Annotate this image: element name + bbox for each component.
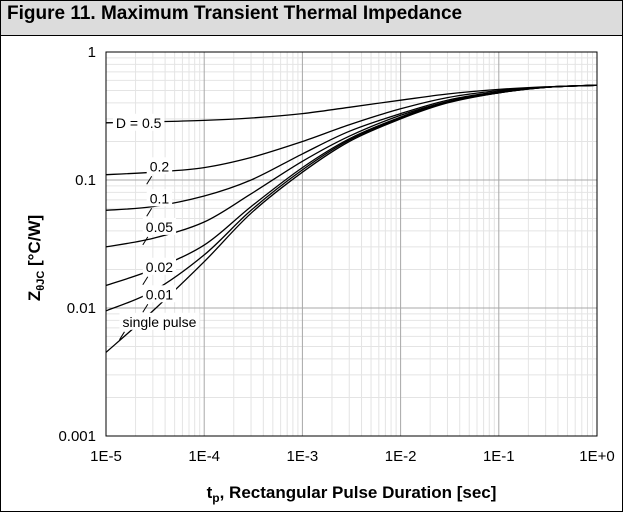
x-tick-label: 1E-3 (287, 448, 319, 465)
label-leader (146, 207, 153, 217)
y-axis-title: ZθJC [°C/W] (25, 215, 47, 301)
x-tick-label: 1E-5 (90, 448, 122, 465)
curve-labels: D = 0.5 0.2 0.1 0.05 0.02 0.01 single pulse (112, 113, 200, 341)
y-tick-label: 1 (88, 44, 96, 61)
x-tick-labels: 1E-5 1E-4 1E-3 1E-2 1E-1 1E+0 (90, 448, 615, 465)
label-leader (119, 331, 125, 341)
y-tick-label: 0.1 (75, 172, 96, 189)
major-gridlines (105, 51, 598, 437)
curve-6 (105, 84, 598, 353)
y-axis-title-sub: θJC (35, 271, 47, 291)
figure-title: Figure 11. Maximum Transient Thermal Imp… (7, 3, 463, 24)
y-axis-title-rest: [°C/W] (25, 215, 44, 271)
curve-4 (105, 84, 598, 287)
curve-label-bg (142, 285, 177, 303)
figure-header: Figure 11. Maximum Transient Thermal Imp… (1, 1, 622, 36)
curve-label-bg (142, 257, 177, 275)
label-leader (146, 176, 153, 185)
x-axis-title-rest: , Rectangular Pulse Duration [sec] (220, 483, 497, 502)
curve-2 (105, 84, 598, 211)
curve-label-5: 0.01 (146, 286, 173, 302)
minor-gridlines (106, 52, 597, 436)
x-axis-title-sub: p (212, 491, 219, 505)
curve-label-6: single pulse (122, 314, 196, 330)
curve-label-0: D = 0.5 (116, 115, 162, 131)
label-leader (142, 236, 149, 246)
curve-label-2: 0.1 (150, 190, 170, 206)
x-tick-label: 1E-4 (188, 448, 220, 465)
x-tick-label: 1E-1 (483, 448, 515, 465)
y-tick-label: 0.01 (67, 300, 96, 317)
y-tick-labels: 0.001 0.01 0.1 1 (58, 44, 96, 445)
y-tick-label: 0.001 (58, 428, 96, 445)
curve-1 (105, 84, 598, 176)
y-axis-title-main: Z (25, 291, 44, 301)
curve-label-4: 0.02 (146, 259, 173, 275)
curve-label-bg (142, 217, 177, 235)
curve-label-bg (119, 312, 200, 330)
x-axis-title: tp, Rectangular Pulse Duration [sec] (207, 483, 497, 505)
curve-3 (105, 84, 598, 248)
label-leader (142, 276, 149, 286)
x-axis-title-main: t (207, 483, 213, 502)
x-tick-label: 1E-2 (385, 448, 417, 465)
label-leader (142, 304, 149, 313)
curve-label-bg (146, 157, 173, 175)
curve-label-bg (112, 113, 165, 131)
curve-label-3: 0.05 (146, 219, 173, 235)
curve-0 (105, 84, 598, 124)
x-tick-label: 1E+0 (579, 448, 614, 465)
curve-group (105, 84, 598, 353)
curve-label-1: 0.2 (150, 158, 170, 174)
plot-area-border (105, 51, 598, 437)
curve-label-bg (146, 189, 173, 207)
